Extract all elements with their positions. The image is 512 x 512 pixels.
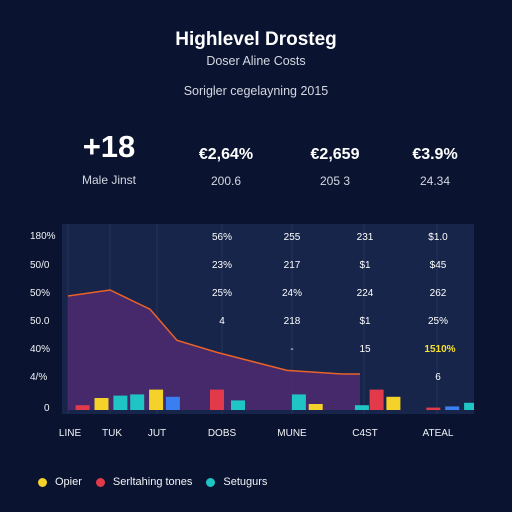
kpi-value: €3.9%	[412, 146, 458, 163]
table-cell: 231	[356, 232, 374, 243]
table-cell: $1	[359, 316, 371, 327]
y-axis-label: 180%	[30, 231, 56, 242]
bar	[210, 389, 224, 410]
x-axis-label: TUK	[102, 428, 122, 439]
kpi-value: €2,659	[310, 146, 360, 163]
bar	[426, 407, 441, 410]
table-cell: 6	[435, 372, 441, 383]
bar	[464, 402, 474, 410]
y-axis-label: 50/0	[30, 260, 50, 271]
y-axis-label: 0	[44, 403, 50, 414]
table-cell: $1.0	[428, 232, 448, 243]
bar	[354, 405, 369, 410]
table-cell: 262	[429, 288, 447, 299]
table-cell: 25%	[427, 316, 449, 327]
x-axis-label: C4ST	[352, 428, 378, 439]
kpi-card-4: €3.9% 24.34	[380, 146, 490, 206]
table-cell: 217	[283, 260, 301, 271]
table-cell: 25%	[211, 288, 233, 299]
chart-svg	[67, 224, 474, 414]
table-cell: $1	[359, 260, 371, 271]
x-axis-label: MUNE	[277, 428, 307, 439]
table-cell: 23%	[211, 260, 233, 271]
table-cell: 24%	[281, 288, 303, 299]
kpi-value: €2,64%	[198, 146, 254, 163]
x-axis-label: ATEAL	[422, 428, 454, 439]
legend-label: Opier	[55, 476, 82, 488]
page-subtitle: Doser Aline Costs	[206, 54, 306, 68]
table-cell: 224	[356, 288, 374, 299]
bar	[308, 404, 323, 410]
legend-item: Setugurs	[206, 476, 267, 488]
legend-dot-icon	[206, 477, 216, 487]
page-title: Highlevel Drosteg	[175, 29, 337, 50]
y-axis-label: 50%	[30, 288, 51, 299]
table-cell: 218	[283, 316, 301, 327]
x-axis-label: DOBS	[207, 428, 237, 439]
kpi-card-2: €2,64% 200.6	[171, 146, 281, 206]
kpi-label: 24.34	[419, 174, 451, 188]
legend: Opier Serltahing tones Setugurs	[38, 476, 281, 488]
bar	[130, 394, 145, 410]
table-cell: 15	[359, 344, 371, 355]
y-axis-label: 40%	[30, 344, 51, 355]
table-cell-highlight: 1510%	[424, 344, 456, 355]
caption: Sorigler cegelayning 2015	[183, 84, 329, 98]
kpi-value: +18	[82, 129, 136, 164]
kpi-label: 205 3	[319, 174, 351, 188]
y-axis-label: 4/%	[30, 372, 48, 383]
bar	[165, 396, 180, 410]
bar	[445, 406, 460, 410]
kpi-label: Male Jinst	[81, 173, 137, 187]
table-cell: 56%	[211, 232, 233, 243]
x-axis-label: LINE	[58, 428, 82, 439]
bar	[369, 389, 384, 410]
kpi-card-3: €2,659 205 3	[280, 146, 390, 206]
bar	[291, 394, 306, 410]
kpi-label: 200.6	[210, 174, 242, 188]
legend-dot-icon	[95, 477, 105, 487]
legend-item: Opier	[38, 476, 82, 488]
table-cell: $45	[429, 260, 447, 271]
legend-label: Serltahing tones	[112, 476, 193, 488]
y-axis-label: 50.0	[30, 316, 50, 327]
bar	[113, 395, 128, 410]
chart-panel	[62, 224, 474, 414]
x-axis-label: JUT	[147, 428, 167, 439]
legend-item: Serltahing tones	[95, 476, 193, 488]
table-cell: 4	[219, 316, 225, 327]
bar	[386, 396, 401, 410]
legend-dot-icon	[38, 477, 47, 487]
bar	[149, 389, 164, 410]
bar	[75, 405, 90, 410]
bar	[94, 398, 109, 410]
bar	[231, 400, 245, 410]
table-cell: -	[290, 344, 294, 355]
legend-label: Setugurs	[223, 476, 268, 488]
kpi-card-1: +18 Male Jinst	[54, 130, 164, 190]
series-line	[67, 289, 360, 375]
table-cell: 255	[283, 232, 301, 243]
area-fill	[68, 290, 360, 410]
